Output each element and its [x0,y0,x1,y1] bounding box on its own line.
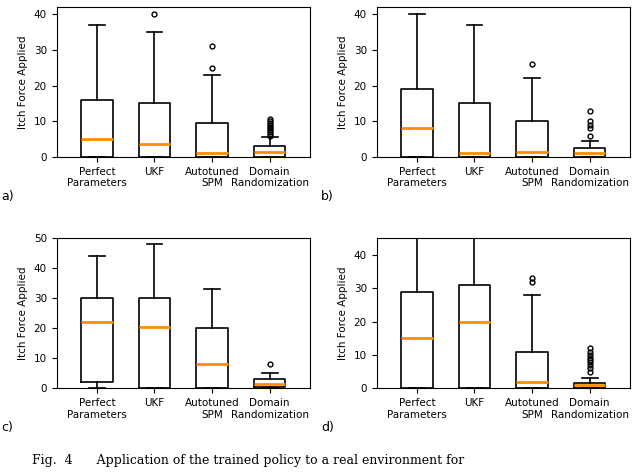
Text: a): a) [1,190,13,203]
Text: c): c) [1,421,13,434]
Text: b): b) [321,190,333,203]
Text: Fig.  4      Application of the trained policy to a real environment for: Fig. 4 Application of the trained policy… [32,454,464,466]
Text: d): d) [321,421,333,434]
Y-axis label: Itch Force Applied: Itch Force Applied [18,35,28,129]
Y-axis label: Itch Force Applied: Itch Force Applied [338,266,348,360]
Y-axis label: Itch Force Applied: Itch Force Applied [338,35,348,129]
Y-axis label: Itch Force Applied: Itch Force Applied [18,266,28,360]
